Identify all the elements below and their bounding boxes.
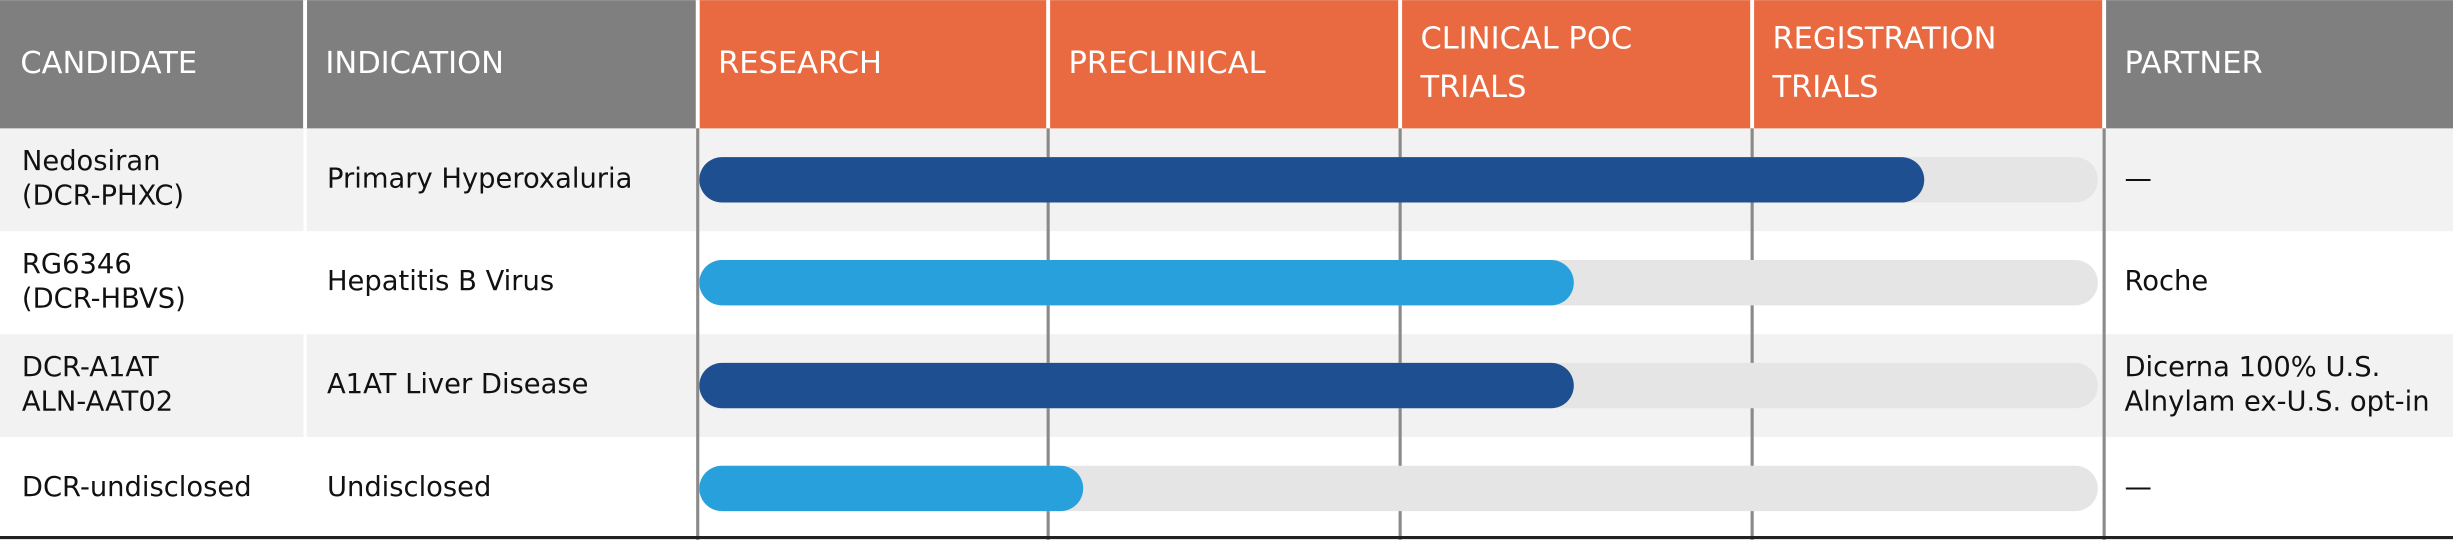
candidate-text: (DCR-PHXC) — [22, 181, 184, 212]
header-label: CLINICAL POC — [1420, 22, 1632, 57]
header-label: PARTNER — [2124, 46, 2262, 81]
header-cell — [1400, 0, 1753, 129]
candidate-text: ALN-AAT02 — [22, 386, 173, 417]
progress-bar — [699, 157, 1925, 203]
progress-bar — [699, 465, 1084, 512]
header-cell — [1752, 0, 2105, 129]
candidate-text: DCR-undisclosed — [22, 472, 252, 503]
indication-text: Primary Hyperoxaluria — [327, 163, 632, 194]
candidate-text: Nedosiran — [22, 146, 161, 177]
indication-text: Undisclosed — [327, 472, 491, 503]
header-cell — [305, 0, 698, 129]
candidate-text: (DCR-HBVS) — [22, 283, 186, 314]
progress-bar — [699, 260, 1574, 306]
header-label: PRECLINICAL — [1068, 46, 1265, 81]
partner-text: Alnylam ex-U.S. opt-in — [2124, 386, 2429, 417]
header-label: CANDIDATE — [20, 46, 197, 81]
partner-text: Roche — [2124, 266, 2208, 297]
header-cell — [697, 0, 1049, 129]
partner-text: — — [2124, 472, 2151, 503]
header-cell — [1048, 0, 1401, 129]
candidate-text: RG6346 — [22, 249, 132, 280]
partner-text: Dicerna 100% U.S. — [2124, 352, 2380, 383]
indication-text: Hepatitis B Virus — [327, 266, 554, 297]
indication-text: A1AT Liver Disease — [327, 369, 589, 400]
candidate-text: DCR-A1AT — [22, 352, 159, 383]
header-label: RESEARCH — [718, 46, 882, 81]
header-label: REGISTRATION — [1772, 22, 1996, 57]
header-label: TRIALS — [1771, 70, 1878, 105]
progress-bar — [699, 362, 1574, 409]
header-label: INDICATION — [325, 46, 504, 81]
header-cell — [2104, 0, 2453, 129]
partner-text: — — [2124, 163, 2151, 194]
header-label: TRIALS — [1419, 70, 1526, 105]
header-cell — [0, 0, 306, 129]
